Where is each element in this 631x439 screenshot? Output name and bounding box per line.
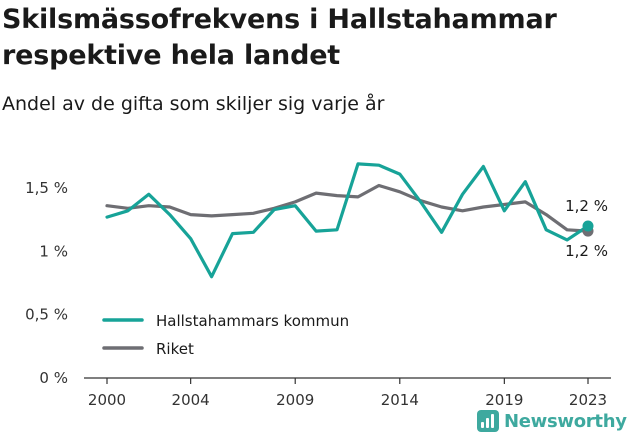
x-tick-label: 2009	[276, 391, 314, 409]
legend-label: Riket	[156, 340, 194, 358]
x-tick-label: 2004	[172, 391, 210, 409]
y-tick-label: 0,5 %	[25, 306, 68, 324]
y-tick-label: 1 %	[39, 242, 68, 260]
brand: Newsworthy	[477, 410, 627, 432]
y-tick-label: 0 %	[39, 369, 68, 387]
series-end-point	[582, 220, 594, 232]
x-tick-label: 2019	[485, 391, 523, 409]
newsworthy-logo-icon	[477, 410, 499, 432]
x-tick-label: 2014	[381, 391, 419, 409]
series-end-label: 1,2 %	[565, 197, 608, 215]
chart-title: Skilsmässofrekvens i Hallstahammar respe…	[2, 4, 557, 71]
x-tick-label: 2023	[569, 391, 607, 409]
chart-subtitle: Andel av de gifta som skiljer sig varje …	[2, 93, 385, 115]
y-tick-label: 1,5 %	[25, 179, 68, 197]
x-tick-label: 2000	[88, 391, 126, 409]
legend-label: Hallstahammars kommun	[156, 312, 349, 330]
brand-name: Newsworthy	[504, 410, 627, 432]
series-end-label: 1,2 %	[565, 242, 608, 260]
series-line	[105, 162, 590, 279]
